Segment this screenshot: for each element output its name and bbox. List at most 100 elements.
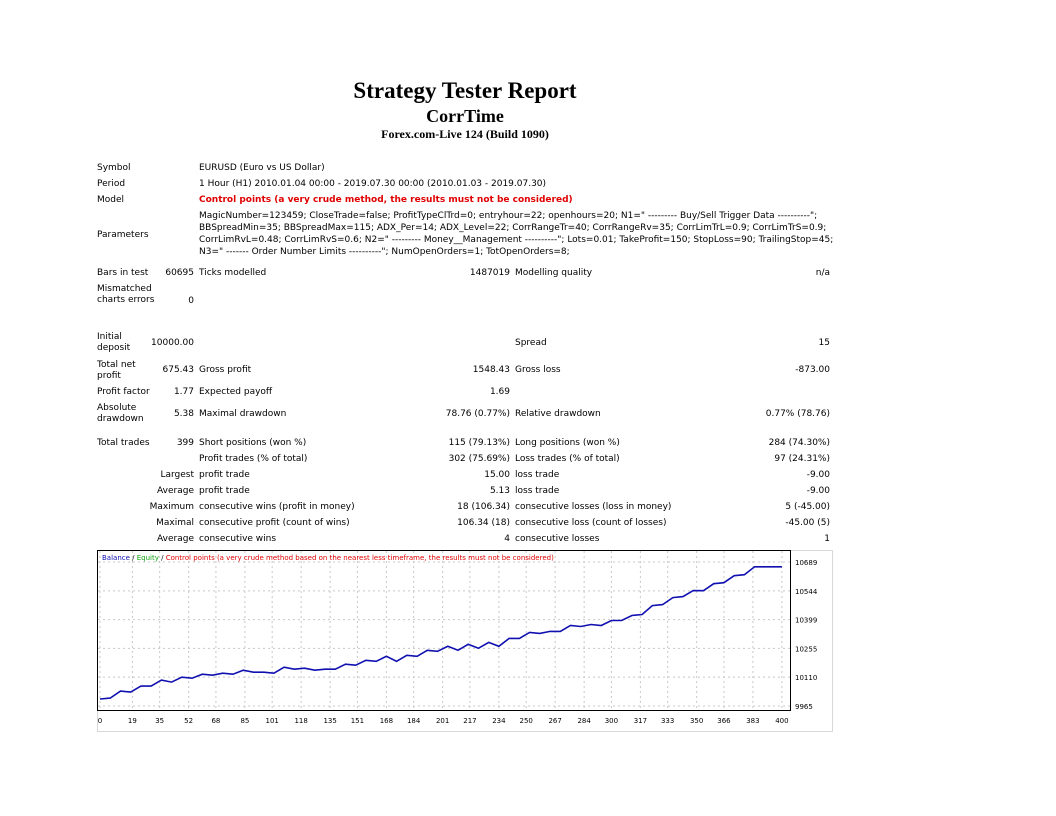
maximal-label: Maximal — [156, 518, 194, 528]
short-positions-value: 115 (79.13%) — [448, 438, 510, 448]
chart-legend: Balance / Equity / Control points (a ver… — [102, 554, 554, 562]
bars-value: 60695 — [165, 268, 194, 278]
cons-wins-money-label: consecutive wins (profit in money) — [199, 502, 355, 512]
x-tick-label: 250 — [519, 717, 532, 725]
x-tick-label: 118 — [294, 717, 307, 725]
x-tick-label: 217 — [463, 717, 476, 725]
profit-trades-value: 302 (75.69%) — [448, 454, 510, 464]
gross-loss-label: Gross loss — [515, 365, 561, 375]
x-tick-label: 168 — [380, 717, 393, 725]
maximal-drawdown-value: 78.76 (0.77%) — [445, 409, 510, 419]
loss-trades-value: 97 (24.31%) — [774, 454, 830, 464]
modelling-value: n/a — [815, 268, 830, 278]
x-tick-label: 0 — [98, 717, 102, 725]
x-tick-label: 300 — [605, 717, 618, 725]
cons-profit-count-value: 106.34 (18) — [457, 518, 510, 528]
x-tick-label: 333 — [661, 717, 674, 725]
x-tick-label: 317 — [634, 717, 647, 725]
x-tick-label: 52 — [184, 717, 193, 725]
parameters-line-3: CorrLimRvL=0.48; CorrLimRvS=0.6; N2=" --… — [199, 235, 834, 245]
parameters-line-2: BBSpreadMin=35; BBSpreadMax=115; ADX_Per… — [199, 223, 827, 233]
bars-label: Bars in test — [97, 268, 149, 278]
avg-cons-wins-label: consecutive wins — [199, 534, 277, 544]
x-tick-label: 350 — [690, 717, 703, 725]
avg-cons-wins-value: 4 — [504, 534, 510, 544]
mismatched-label: Mismatched charts errors — [97, 284, 155, 305]
y-tick-label: 9965 — [795, 703, 813, 711]
spread-value: 15 — [818, 338, 830, 348]
chart-frame — [97, 550, 833, 732]
initial-deposit-label: Initial deposit — [97, 332, 131, 353]
average-loss-label: loss trade — [515, 486, 560, 496]
x-tick-label: 234 — [492, 717, 506, 725]
parameters-line-4: N3=" ------- Order Number Limits -------… — [199, 247, 570, 257]
largest-profit-value: 15.00 — [484, 470, 510, 480]
average-label: Average — [157, 486, 194, 496]
ticks-label: Ticks modelled — [199, 268, 267, 278]
ticks-value: 1487019 — [469, 268, 510, 278]
average-profit-label: profit trade — [199, 486, 250, 496]
cons-loss-count-label: consecutive loss (count of losses) — [515, 518, 667, 528]
symbol-value: EURUSD (Euro vs US Dollar) — [199, 163, 325, 173]
gross-loss-value: -873.00 — [795, 365, 830, 375]
expected-payoff-value: 1.69 — [489, 387, 510, 397]
parameters-line-1: MagicNumber=123459; CloseTrade=false; Pr… — [199, 211, 818, 221]
y-tick-label: 10255 — [795, 645, 817, 653]
server-build: Forex.com-Live 124 (Build 1090) — [381, 127, 549, 141]
avg-cons-losses-label: consecutive losses — [515, 534, 600, 544]
x-tick-label: 68 — [211, 717, 220, 725]
x-tick-label: 366 — [717, 717, 731, 725]
largest-profit-label: profit trade — [199, 470, 250, 480]
expected-payoff-label: Expected payoff — [199, 387, 273, 397]
period-value: 1 Hour (H1) 2010.01.04 00:00 - 2019.07.3… — [199, 179, 547, 189]
largest-loss-value: -9.00 — [806, 470, 830, 480]
x-tick-label: 284 — [577, 717, 591, 725]
cons-losses-money-value: 5 (-45.00) — [785, 502, 830, 512]
legend-equity: Equity — [137, 554, 159, 562]
long-positions-value: 284 (74.30%) — [768, 438, 830, 448]
x-tick-label: 19 — [128, 717, 137, 725]
x-tick-label: 184 — [407, 717, 421, 725]
y-tick-label: 10110 — [795, 674, 817, 682]
short-positions-label: Short positions (won %) — [199, 438, 307, 448]
model-label: Model — [97, 195, 125, 205]
x-tick-label: 101 — [265, 717, 278, 725]
largest-label: Largest — [160, 470, 194, 480]
period-label: Period — [97, 179, 126, 189]
cons-profit-count-label: consecutive profit (count of wins) — [199, 518, 350, 528]
average-profit-value: 5.13 — [489, 486, 510, 496]
modelling-label: Modelling quality — [515, 268, 593, 278]
long-positions-label: Long positions (won %) — [515, 438, 620, 448]
initial-deposit-value: 10000.00 — [151, 338, 194, 348]
absolute-drawdown-label: Absolute drawdown — [97, 403, 144, 424]
spread-label: Spread — [515, 338, 547, 348]
loss-trades-label: Loss trades (% of total) — [515, 454, 620, 464]
largest-loss-label: loss trade — [515, 470, 560, 480]
maximum-label: Maximum — [149, 502, 194, 512]
legend-sep-1: / — [130, 554, 137, 562]
relative-drawdown-label: Relative drawdown — [515, 409, 601, 419]
cons-losses-money-label: consecutive losses (loss in money) — [515, 502, 672, 512]
profit-factor-value: 1.77 — [173, 387, 194, 397]
y-tick-label: 10689 — [795, 559, 817, 567]
average-loss-value: -9.00 — [806, 486, 830, 496]
x-tick-label: 85 — [240, 717, 249, 725]
symbol-label: Symbol — [97, 163, 131, 173]
x-tick-label: 201 — [436, 717, 449, 725]
x-tick-label: 400 — [775, 717, 788, 725]
model-value: Control points (a very crude method, the… — [199, 195, 573, 205]
average-cons-label: Average — [157, 534, 194, 544]
report-title: Strategy Tester Report — [353, 78, 577, 103]
cons-loss-count-value: -45.00 (5) — [785, 518, 830, 528]
x-tick-label: 135 — [323, 717, 336, 725]
gross-profit-label: Gross profit — [199, 365, 252, 375]
total-net-profit-value: 675.43 — [162, 365, 195, 375]
parameters-label: Parameters — [97, 230, 149, 240]
balance-series-line — [99, 566, 782, 700]
maximal-drawdown-label: Maximal drawdown — [199, 409, 287, 419]
plot-area — [97, 550, 791, 711]
expert-name: CorrTime — [426, 106, 504, 126]
mismatched-value: 0 — [188, 296, 194, 306]
y-tick-label: 10399 — [795, 617, 817, 625]
legend-balance: Balance — [102, 554, 130, 562]
